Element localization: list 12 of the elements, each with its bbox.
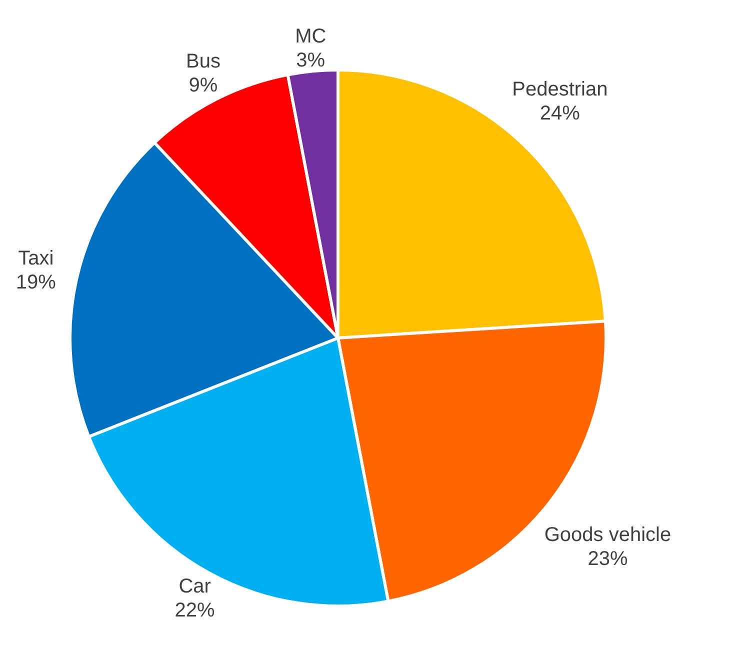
data-label: 3% xyxy=(296,49,326,72)
slice-label: Taxi xyxy=(18,247,54,270)
slice-label: MC xyxy=(295,25,326,48)
data-label: 24% xyxy=(540,102,580,125)
data-label: 19% xyxy=(16,271,56,294)
data-label: 22% xyxy=(174,599,216,622)
slice-label: Car xyxy=(178,575,212,598)
slice-label: Goods vehicle xyxy=(544,524,672,546)
data-label: 9% xyxy=(188,74,218,97)
slice-label: Bus xyxy=(186,50,220,73)
slice-label: Pedestrian xyxy=(512,78,608,101)
data-label: 23% xyxy=(588,548,628,570)
